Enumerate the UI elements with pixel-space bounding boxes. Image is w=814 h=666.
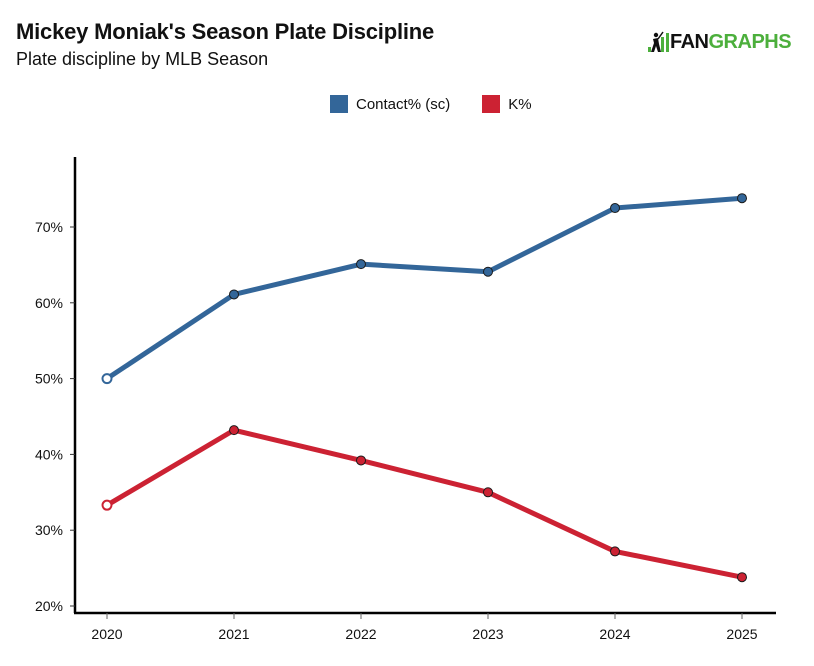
legend-swatch-k — [482, 95, 501, 113]
legend: Contact% (sc) K% — [330, 95, 564, 113]
data-point-k — [101, 499, 113, 511]
series-line-k — [104, 427, 745, 580]
x-tick-label: 2021 — [218, 626, 249, 642]
x-tick-label: 2023 — [472, 626, 503, 642]
data-point-k — [610, 546, 620, 557]
legend-label-contact: Contact% (sc) — [356, 95, 451, 113]
x-tick-label: 2020 — [91, 626, 122, 642]
data-point-contact — [229, 289, 239, 300]
data-point-contact — [101, 373, 113, 385]
batter-bars-icon — [648, 31, 670, 53]
data-point-contact — [737, 193, 747, 204]
y-tick-label: 40% — [35, 446, 63, 462]
chart-subtitle: Plate discipline by MLB Season — [16, 49, 269, 69]
x-tick-label: 2024 — [599, 626, 630, 642]
data-point-k — [737, 572, 747, 583]
data-point-k — [483, 487, 493, 498]
logo-text-fan: FAN — [670, 30, 709, 53]
data-point-contact — [483, 266, 493, 277]
x-tick-label: 2025 — [726, 626, 757, 642]
legend-item-k[interactable]: K% — [482, 95, 532, 113]
y-tick-label: 30% — [35, 522, 63, 538]
legend-swatch-contact — [330, 95, 348, 113]
y-tick-label: 50% — [35, 371, 63, 387]
y-tick-label: 60% — [35, 295, 63, 311]
chart-title: Mickey Moniak's Season Plate Discipline — [16, 19, 435, 44]
data-point-contact — [610, 203, 620, 214]
legend-label-k: K% — [508, 95, 532, 113]
y-tick-label: 20% — [35, 598, 63, 614]
x-tick-label: 2022 — [345, 626, 376, 642]
fangraphs-logo[interactable]: FAN GRAPHS — [648, 30, 792, 54]
data-point-contact — [356, 259, 366, 270]
legend-item-contact[interactable]: Contact% (sc) — [330, 95, 450, 113]
logo-text-graphs: GRAPHS — [708, 30, 792, 53]
data-point-k — [356, 455, 366, 466]
data-point-k — [229, 425, 239, 436]
y-tick-label: 70% — [35, 219, 63, 235]
series-line-contact — [104, 195, 745, 382]
